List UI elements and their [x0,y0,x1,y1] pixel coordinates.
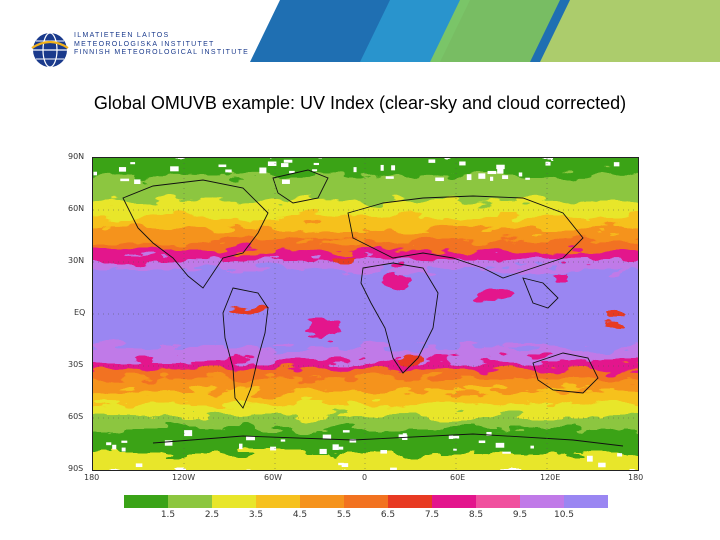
globe-logo-icon [31,32,69,68]
lon-label-120e: 120E [540,473,561,482]
colorbar-label: 2.5 [204,510,220,520]
slide-title: Global OMUVB example: UV Index (clear-sk… [93,93,627,113]
colorbar-swatch [256,495,301,508]
colorbar-label: 9.5 [512,510,528,520]
lat-label-30n: 30N [68,256,85,265]
lon-label-0: 0 [362,473,368,482]
colorbar-swatch [300,495,345,508]
colorbar-label: 4.5 [292,510,308,520]
colorbar-swatch [432,495,477,508]
uv-map-graphic [93,158,638,470]
colorbar-label: 8.5 [468,510,484,520]
header-graphic [250,0,720,62]
lat-label-90s: 90S [68,464,84,473]
lon-label-180e: 180 [628,473,644,482]
lat-label-90n: 90N [68,152,85,161]
colorbar-swatch [520,495,565,508]
colorbar-label: 10.5 [553,510,575,520]
org-line-fi: ILMATIETEEN LAITOS [74,32,170,39]
lat-label-60n: 60N [68,204,85,213]
org-line-en: FINNISH METEOROLOGICAL INSTITUTE [74,49,250,57]
uv-colorbar [124,495,608,508]
header-band [0,0,720,68]
colorbar-swatch [344,495,389,508]
colorbar-swatch [168,495,213,508]
colorbar-swatch [124,495,169,508]
lon-label-60e: 60E [450,473,466,482]
graticule [93,158,638,470]
lon-label-180w: 180 [84,473,100,482]
continent-outlines [122,169,624,447]
lon-label-60w: 60W [264,473,283,482]
lon-label-120w: 120W [172,473,196,482]
colorbar-swatch [212,495,257,508]
colorbar-label: 1.5 [160,510,176,520]
colorbar-label: 6.5 [380,510,396,520]
colorbar-swatch [564,495,608,508]
colorbar-label: 5.5 [336,510,352,520]
lat-label-eq: EQ [74,308,86,317]
lat-label-60s: 60S [68,412,84,421]
uv-index-map [92,157,639,471]
colorbar-label: 7.5 [424,510,440,520]
lat-label-30s: 30S [68,360,84,369]
organization-name: ILMATIETEEN LAITOS METEOROLOGISKA INSTIT… [74,32,249,58]
colorbar-swatch [476,495,521,508]
org-line-sv: METEOROLOGISKA INSTITUTET [74,40,215,48]
colorbar-swatch [388,495,433,508]
colorbar-label: 3.5 [248,510,264,520]
